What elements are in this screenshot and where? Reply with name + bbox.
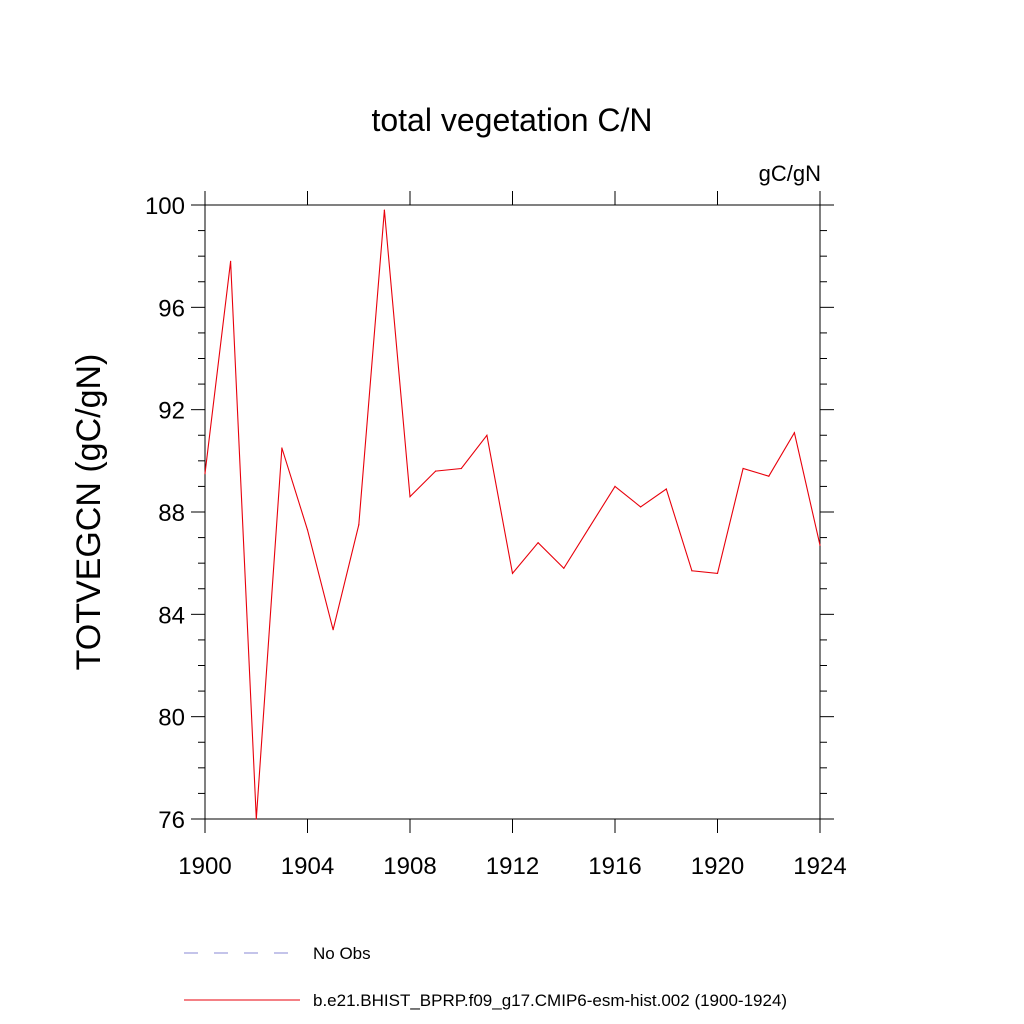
x-tick-label: 1924 bbox=[793, 853, 846, 880]
data-point bbox=[768, 475, 770, 477]
y-tick-label: 100 bbox=[145, 193, 185, 220]
data-point bbox=[281, 447, 283, 449]
x-tick-label: 1916 bbox=[588, 853, 641, 880]
chart-title: total vegetation C/N bbox=[371, 102, 652, 138]
units-label: gC/gN bbox=[759, 161, 821, 186]
data-point bbox=[793, 432, 796, 434]
x-tick-label: 1904 bbox=[281, 853, 334, 880]
data-point bbox=[614, 485, 616, 487]
data-point bbox=[204, 473, 206, 475]
x-tick-label: 1908 bbox=[383, 853, 436, 880]
data-point bbox=[537, 542, 539, 544]
y-tick-label: 84 bbox=[158, 602, 185, 629]
y-tick-label: 92 bbox=[158, 398, 185, 425]
data-point bbox=[563, 567, 565, 569]
x-tick-label: 1900 bbox=[178, 853, 231, 880]
data-point bbox=[716, 572, 719, 575]
legend-label-no-obs: No Obs bbox=[313, 944, 371, 963]
data-point bbox=[742, 467, 744, 470]
y-tick-label: 88 bbox=[158, 500, 185, 527]
series-line bbox=[204, 210, 821, 820]
y-axis-label: TOTVEGCN (gC/gN) bbox=[70, 354, 108, 671]
x-tick-label: 1920 bbox=[691, 853, 744, 880]
data-point bbox=[255, 818, 257, 820]
y-tick-label: 96 bbox=[158, 295, 185, 322]
data-point bbox=[230, 260, 232, 262]
legend: No Obs b.e21.BHIST_BPRP.f09_g17.CMIP6-es… bbox=[184, 944, 787, 1010]
plot-frame bbox=[204, 204, 821, 820]
data-point bbox=[640, 506, 642, 508]
data-point bbox=[358, 524, 360, 526]
data-point bbox=[588, 526, 591, 528]
y-tick-label: 76 bbox=[158, 807, 185, 834]
data-point bbox=[435, 470, 437, 472]
data-point bbox=[460, 467, 462, 470]
data-point bbox=[691, 570, 693, 572]
data-point bbox=[306, 529, 309, 531]
data-point bbox=[665, 488, 667, 490]
data-point bbox=[511, 572, 514, 575]
data-point bbox=[409, 496, 411, 498]
legend-label-series: b.e21.BHIST_BPRP.f09_g17.CMIP6-esm-hist.… bbox=[313, 991, 787, 1010]
data-point bbox=[486, 434, 488, 436]
axis-ticks bbox=[191, 191, 834, 833]
x-tick-label: 1912 bbox=[486, 853, 539, 880]
series-layer bbox=[204, 209, 821, 820]
data-point bbox=[383, 209, 385, 211]
data-point bbox=[819, 544, 821, 546]
y-tick-label: 80 bbox=[158, 705, 185, 732]
axis-tick-labels: 76 80 84 88 92 96 100 1900 1904 1908 1912 1916 1920 1… bbox=[145, 193, 847, 880]
data-point bbox=[332, 629, 334, 631]
